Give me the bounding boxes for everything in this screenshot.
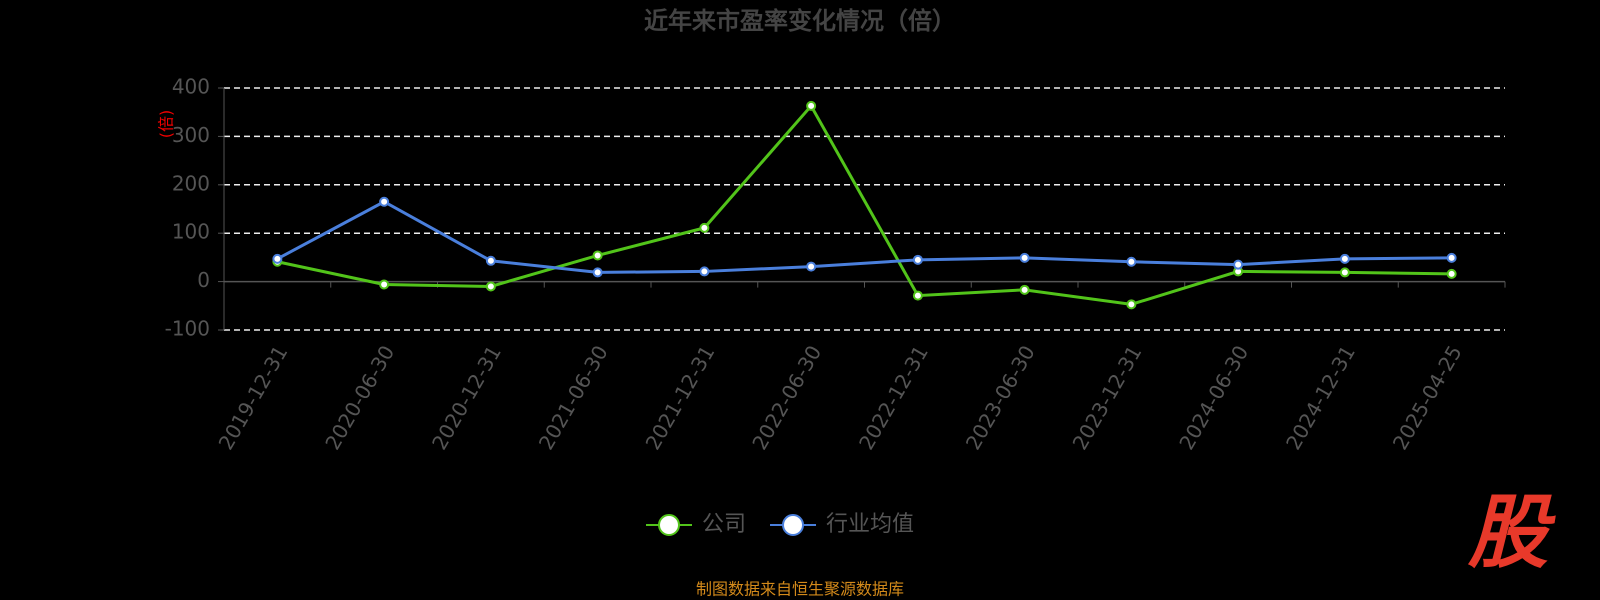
y-tick-label: 0	[197, 268, 210, 292]
data-point	[592, 250, 603, 261]
watermark-logo: 股	[1467, 486, 1556, 579]
x-tick-label: 2024-12-31	[1281, 341, 1360, 454]
data-point	[1339, 253, 1350, 264]
data-point	[1233, 259, 1244, 270]
data-point	[912, 254, 923, 265]
y-axis-label: (倍)	[157, 110, 176, 139]
data-point	[1446, 268, 1457, 279]
data-point	[485, 255, 496, 266]
x-tick-label: 2025-04-25	[1388, 341, 1467, 454]
x-tick-label: 2022-06-30	[747, 341, 826, 454]
data-point	[379, 196, 390, 207]
data-point	[1446, 252, 1457, 263]
data-point	[1019, 252, 1030, 263]
x-tick-label: 2021-06-30	[534, 341, 613, 454]
data-point	[1339, 267, 1350, 278]
x-tick-label: 2022-12-31	[854, 341, 933, 454]
source-note: 制图数据来自恒生聚源数据库	[696, 580, 904, 599]
data-point	[806, 100, 817, 111]
y-tick-label: 300	[172, 123, 210, 147]
legend-marker	[658, 514, 680, 536]
data-point	[806, 261, 817, 272]
y-tick-label: 200	[172, 171, 210, 195]
data-point	[379, 279, 390, 290]
x-tick-label: 2024-06-30	[1174, 341, 1253, 454]
y-tick-label: 400	[172, 75, 210, 99]
data-point	[1126, 256, 1137, 267]
data-point	[699, 266, 710, 277]
data-point	[592, 267, 603, 278]
x-tick-label: 2021-12-31	[641, 341, 720, 454]
data-point	[272, 253, 283, 264]
legend-label: 公司	[702, 512, 746, 537]
data-point	[1126, 299, 1137, 310]
data-point	[485, 281, 496, 292]
series-line	[277, 103, 1452, 306]
series-line	[276, 200, 1452, 274]
x-tick-label: 2023-06-30	[961, 341, 1040, 454]
data-point	[912, 290, 923, 301]
y-tick-label: -100	[165, 317, 210, 341]
x-tick-label: 2023-12-31	[1068, 341, 1147, 454]
x-tick-label: 2019-12-31	[214, 341, 293, 454]
legend-label: 行业均值	[826, 512, 914, 537]
chart-title: 近年来市盈率变化情况（倍）	[644, 7, 956, 35]
data-point	[1019, 284, 1030, 295]
data-point	[699, 222, 710, 233]
x-tick-label: 2020-12-31	[427, 341, 506, 454]
y-tick-label: 100	[172, 220, 210, 244]
x-tick-label: 2020-06-30	[320, 341, 399, 454]
legend-marker	[782, 514, 805, 536]
